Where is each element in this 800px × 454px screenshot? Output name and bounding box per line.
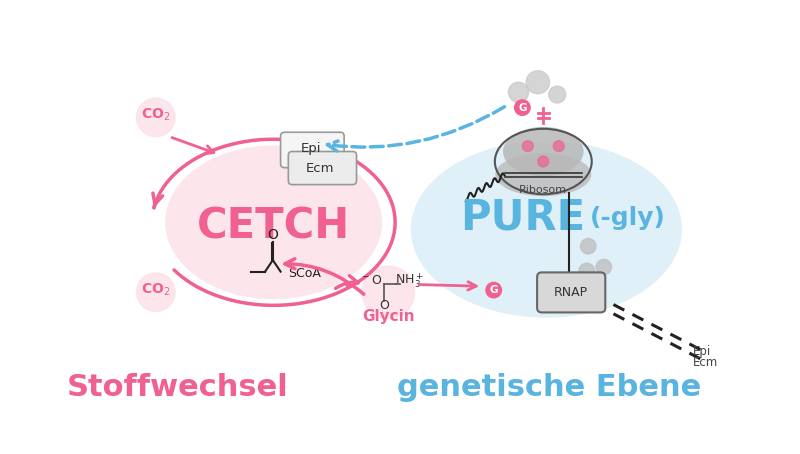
Circle shape [486,282,502,298]
Text: Epi: Epi [693,345,711,358]
Text: CETCH: CETCH [197,205,350,247]
Text: G: G [490,285,498,295]
Text: PURE: PURE [461,197,586,239]
Text: CO$_2$: CO$_2$ [141,107,170,123]
Text: Glycin: Glycin [362,309,414,324]
Circle shape [137,98,175,137]
Text: CO$_2$: CO$_2$ [141,281,170,298]
Text: Ribosom: Ribosom [519,185,567,195]
Text: NH$_3^+$: NH$_3^+$ [385,271,425,290]
Ellipse shape [495,153,591,196]
Text: Stoffwechsel: Stoffwechsel [66,373,288,402]
Ellipse shape [410,141,682,318]
Circle shape [579,263,594,279]
Circle shape [362,266,414,318]
Text: Epi: Epi [301,142,321,155]
Circle shape [596,259,611,275]
Text: (-gly): (-gly) [590,206,666,230]
Circle shape [137,273,175,311]
Circle shape [509,82,529,102]
FancyBboxPatch shape [281,132,344,168]
Text: Ecm: Ecm [693,356,718,369]
Ellipse shape [165,145,382,299]
Text: SCoA: SCoA [288,266,321,280]
FancyBboxPatch shape [288,152,357,185]
Text: genetische Ebene: genetische Ebene [398,373,702,402]
Text: G: G [518,103,526,113]
Text: O: O [379,299,390,312]
Circle shape [549,86,566,103]
FancyBboxPatch shape [537,272,606,312]
Circle shape [514,100,530,115]
Circle shape [554,141,564,152]
Circle shape [581,238,596,254]
Text: RNAP: RNAP [554,286,588,299]
Ellipse shape [503,127,583,176]
Circle shape [526,71,550,94]
Text: O: O [267,228,278,242]
Text: Ecm: Ecm [306,163,334,175]
Text: $^-$O: $^-$O [360,274,382,287]
Circle shape [538,156,549,167]
Circle shape [522,141,534,152]
